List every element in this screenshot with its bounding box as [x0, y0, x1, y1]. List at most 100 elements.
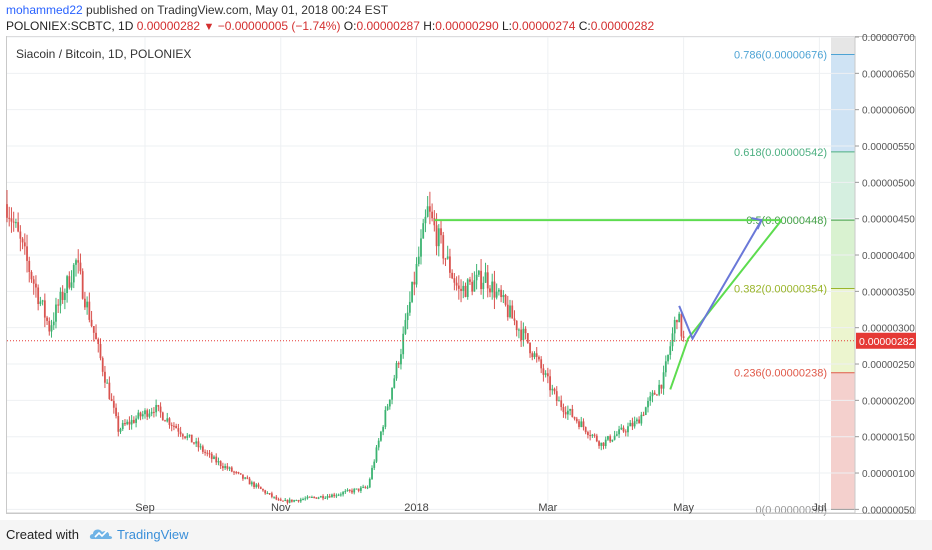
candle-body: [201, 446, 204, 452]
candle-body: [75, 260, 77, 265]
candle-body: [115, 407, 117, 417]
candle-body: [582, 421, 585, 428]
candle-body: [344, 491, 347, 493]
candle-body: [440, 228, 442, 236]
candle-body: [63, 293, 66, 300]
candle-body: [41, 300, 44, 302]
trend-projection: [669, 219, 783, 390]
candle-body: [270, 493, 273, 497]
open-value: 0.00000287: [356, 19, 420, 33]
candle-body: [166, 418, 169, 422]
y-tick-label: 0.00000150: [862, 433, 915, 444]
candle-body: [504, 294, 507, 305]
y-tick-label: 0.00000650: [862, 69, 915, 80]
candle-body: [141, 414, 144, 417]
candle-body: [322, 496, 324, 499]
candle-body: [538, 356, 540, 360]
candle-body: [148, 413, 151, 417]
candle-body: [15, 222, 17, 224]
candle-body: [457, 285, 460, 289]
candle-body: [404, 320, 407, 334]
candle-body: [37, 287, 40, 305]
candle-body: [602, 442, 605, 447]
candle-body: [591, 434, 594, 436]
candle-body: [362, 486, 365, 488]
candle-body: [558, 400, 560, 402]
candle-body: [275, 496, 278, 500]
candle-body: [513, 318, 516, 321]
x-tick-label: May: [673, 502, 694, 514]
candle-body: [618, 429, 620, 435]
candle-body: [99, 343, 102, 359]
candle-body: [477, 270, 480, 275]
candle-body: [515, 320, 518, 331]
fib-level-label: 0.382(0.00000354): [734, 283, 827, 295]
candle-body: [132, 419, 135, 423]
candle-body: [580, 421, 583, 427]
candle-body: [313, 496, 316, 498]
candle-body: [43, 300, 46, 318]
candle-body: [328, 496, 331, 498]
candle-body: [277, 499, 280, 501]
candle-body: [393, 378, 396, 388]
candle-body: [406, 312, 409, 321]
candle-body: [92, 326, 95, 333]
candle-body: [30, 271, 33, 280]
candle-body: [290, 499, 293, 502]
candle-body: [640, 414, 643, 424]
candle-body: [130, 419, 133, 425]
chart-header: mohammed22 published on TradingView.com,…: [0, 0, 932, 36]
candle-body: [415, 263, 418, 285]
candle-body: [351, 490, 353, 493]
candle-body: [437, 228, 440, 247]
candle-body: [335, 495, 338, 497]
candle-body: [288, 499, 291, 503]
candle-body: [221, 466, 224, 469]
candle-body: [460, 288, 462, 291]
tradingview-brand[interactable]: TradingView: [117, 527, 189, 542]
candle-body: [17, 222, 20, 232]
candle-body: [484, 272, 487, 283]
candle-body: [669, 346, 672, 355]
candle-body: [629, 422, 632, 427]
candle-body: [607, 436, 609, 440]
tradingview-logo-icon[interactable]: [88, 525, 114, 543]
candle-body: [264, 490, 267, 494]
candle-body: [509, 305, 511, 318]
candle-body: [146, 410, 149, 417]
y-tick-label: 0.00000600: [862, 106, 915, 117]
close-value: 0.00000282: [590, 19, 655, 33]
candle-body: [333, 494, 336, 497]
candle-body: [112, 400, 115, 408]
candle-body: [431, 211, 434, 219]
candle-body: [542, 368, 545, 375]
candle-body: [526, 333, 529, 343]
y-tick-label: 0.00000550: [862, 142, 915, 153]
candle-body: [311, 496, 313, 498]
footer: Created with TradingView: [0, 520, 932, 550]
candle-body: [506, 304, 509, 318]
candle-body: [486, 272, 489, 289]
author-link[interactable]: mohammed22: [6, 3, 83, 17]
candle-body: [446, 256, 449, 259]
candle-body: [12, 221, 15, 223]
candle-body: [489, 288, 491, 293]
candle-body: [411, 281, 413, 302]
candle-body: [402, 333, 405, 355]
fib-zone: [831, 54, 855, 152]
candle-body: [68, 276, 71, 288]
candle-body: [511, 305, 514, 319]
candle-body: [346, 489, 349, 492]
candle-body: [420, 238, 422, 257]
candle-body: [584, 427, 587, 433]
publish-info: mohammed22 published on TradingView.com,…: [6, 3, 388, 17]
candle-body: [86, 301, 89, 308]
candle-body: [469, 279, 471, 282]
candle-body: [522, 328, 525, 341]
open-label: O:: [340, 19, 357, 33]
candle-body: [72, 264, 75, 283]
candle-body: [273, 496, 275, 498]
candle-body: [135, 418, 137, 423]
candle-body: [282, 500, 284, 502]
